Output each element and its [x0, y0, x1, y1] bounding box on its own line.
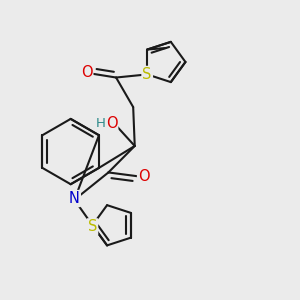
Text: S: S: [142, 67, 152, 82]
Text: H: H: [96, 117, 106, 130]
Text: S: S: [88, 219, 97, 234]
Text: O: O: [106, 116, 118, 131]
Text: N: N: [69, 191, 80, 206]
Text: O: O: [138, 169, 150, 184]
Text: O: O: [81, 65, 92, 80]
